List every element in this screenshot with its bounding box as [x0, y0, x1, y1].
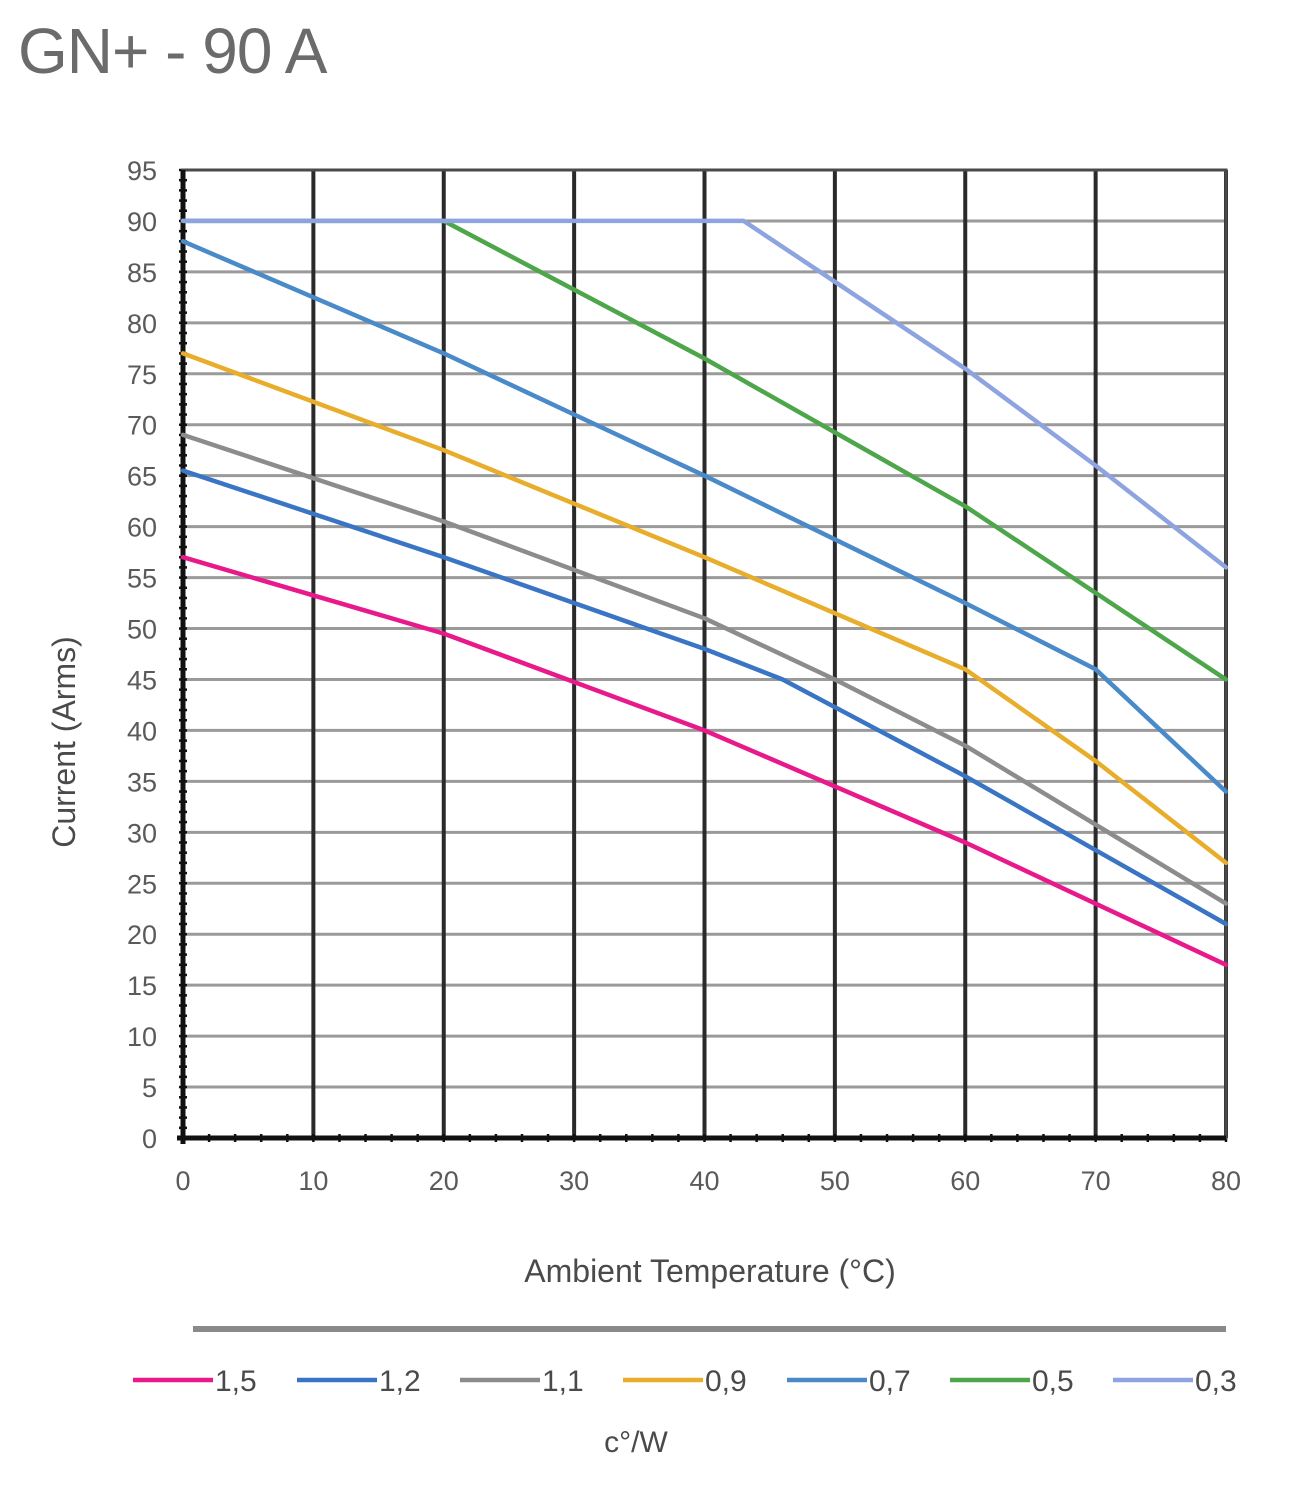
x-axis-label: Ambient Temperature (°C) — [524, 1253, 895, 1289]
legend-label: 0,3 — [1195, 1365, 1237, 1398]
legend-title: c°/W — [604, 1426, 668, 1459]
y-axis-label: Current (Arms) — [46, 636, 82, 848]
chart-grid — [177, 168, 1228, 1144]
y-tick-label: 70 — [127, 411, 157, 441]
y-tick-label: 75 — [127, 360, 157, 390]
y-tick-label: 55 — [127, 564, 157, 594]
x-tick-label: 50 — [820, 1166, 850, 1196]
page-title: GN+ - 90 A — [18, 15, 327, 87]
legend-label: 0,5 — [1032, 1365, 1074, 1398]
series-line-0-3 — [180, 218, 1229, 570]
chart-legend: 1,5 1,2 1,1 0,9 0,7 0,5 0,3 — [133, 1365, 1237, 1398]
y-tick-label: 85 — [127, 258, 157, 288]
legend-label: 1,1 — [542, 1365, 584, 1398]
y-tick-label: 90 — [127, 207, 157, 237]
y-tick-label: 45 — [127, 665, 157, 695]
chart-series — [180, 218, 1229, 968]
y-tick-label: 15 — [127, 971, 157, 1001]
y-tick-label: 95 — [127, 156, 157, 186]
x-tick-label: 0 — [175, 1166, 190, 1196]
x-tick-label: 70 — [1081, 1166, 1111, 1196]
y-tick-label: 50 — [127, 615, 157, 645]
y-tick-label: 0 — [142, 1124, 157, 1154]
x-tick-label: 20 — [429, 1166, 459, 1196]
y-tick-label: 25 — [127, 869, 157, 899]
legend-label: 1,5 — [215, 1365, 257, 1398]
series-line-1-2 — [180, 468, 1229, 927]
x-tick-label: 10 — [298, 1166, 328, 1196]
series-line-1-1 — [180, 432, 1229, 906]
y-tick-label: 5 — [142, 1073, 157, 1103]
y-tick-label: 80 — [127, 309, 157, 339]
y-tick-label: 60 — [127, 513, 157, 543]
x-tick-label: 80 — [1211, 1166, 1241, 1196]
y-tick-label: 65 — [127, 462, 157, 492]
y-tick-label: 20 — [127, 920, 157, 950]
y-axis-ticks: 0 5 10 15 20 25 30 35 40 45 50 55 60 65 70 75 80 85 90 95 — [127, 156, 157, 1154]
y-tick-label: 35 — [127, 767, 157, 797]
y-tick-label: 10 — [127, 1022, 157, 1052]
legend-label: 0,9 — [705, 1365, 747, 1398]
x-tick-label: 40 — [689, 1166, 719, 1196]
legend-label: 0,7 — [869, 1365, 911, 1398]
series-line-0-7 — [180, 239, 1229, 794]
x-axis-ticks: 0 10 20 30 40 50 60 70 80 — [175, 1166, 1241, 1196]
y-tick-label: 40 — [127, 716, 157, 746]
series-line-1-5 — [180, 554, 1229, 968]
x-tick-label: 60 — [950, 1166, 980, 1196]
y-tick-label: 30 — [127, 818, 157, 848]
legend-label: 1,2 — [379, 1365, 421, 1398]
series-line-0-9 — [180, 351, 1229, 866]
x-tick-label: 30 — [559, 1166, 589, 1196]
